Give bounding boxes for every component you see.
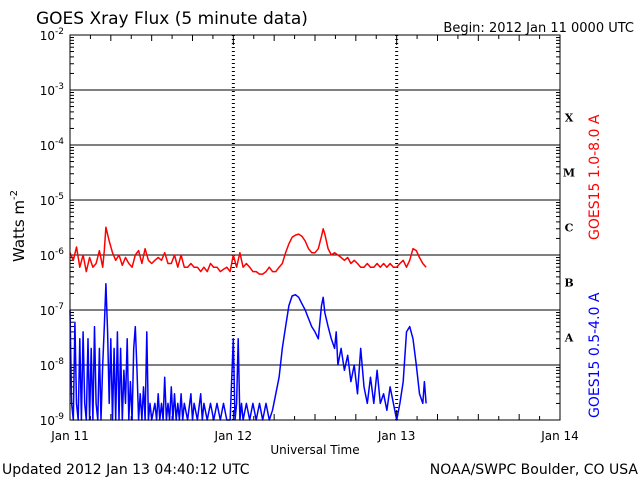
y-tick-label-base: 10: [40, 304, 55, 318]
flare-class-x: X: [565, 112, 574, 125]
updated-timestamp: Updated 2012 Jan 13 04:40:12 UTC: [2, 462, 250, 478]
y-tick-label-base: 10: [40, 359, 55, 373]
y-tick-label-exponent: -6: [55, 247, 64, 257]
y-tick-label-exponent: -9: [55, 412, 64, 422]
y-tick-label: 10-9: [40, 412, 65, 428]
x-tick-label: Jan 12: [214, 429, 253, 443]
flare-class-a: A: [564, 332, 574, 345]
legend-series-long: GOES15 1.0-8.0 A: [587, 114, 603, 240]
y-tick-label-exponent: -3: [55, 82, 64, 92]
y-tick-label-base: 10: [40, 194, 55, 208]
y-tick-label-base: 10: [40, 29, 55, 43]
y-tick-label: 10-6: [40, 247, 65, 263]
y-tick-label: 10-8: [40, 357, 65, 373]
y-tick-label-exponent: -2: [55, 27, 64, 37]
flare-class-m: M: [563, 167, 575, 180]
flare-class-c: C: [565, 222, 574, 235]
legend-series-short: GOES15 0.5-4.0 A: [587, 292, 603, 418]
y-tick-label: 10-5: [40, 192, 64, 208]
credit-text: NOAA/SWPC Boulder, CO USA: [430, 462, 639, 478]
y-tick-label: 10-3: [40, 82, 64, 98]
x-tick-label: Jan 11: [50, 429, 89, 443]
y-tick-label-base: 10: [40, 414, 55, 428]
y-tick-label-exponent: -8: [55, 357, 64, 367]
data-series: [69, 226, 427, 421]
x-tick-labels: Jan 11 Jan 12 Jan 13 Jan 14: [50, 429, 579, 443]
axis-ticks: [69, 34, 561, 421]
y-axis-title: Watts m-2: [9, 190, 28, 262]
y-tick-label: 10-4: [40, 137, 65, 153]
y-tick-label-base: 10: [40, 139, 55, 153]
y-tick-label-exponent: -5: [55, 192, 64, 202]
y-axis-title-exponent: -2: [9, 190, 20, 200]
y-axis-title-main: Watts m: [10, 200, 28, 262]
y-tick-label: 10-2: [40, 27, 64, 43]
flare-class-b: B: [564, 277, 573, 290]
x-tick-label: Jan 14: [540, 429, 579, 443]
x-axis-title: Universal Time: [270, 443, 359, 457]
y-tick-label-base: 10: [40, 249, 55, 263]
series-line-long: [69, 226, 427, 275]
y-tick-label-exponent: -4: [55, 137, 64, 147]
y-tick-label-exponent: -7: [55, 302, 64, 312]
plot-frame: [69, 34, 561, 421]
series-line-short: [69, 283, 427, 421]
grid-lines: [70, 35, 560, 420]
y-tick-labels: 10-910-810-710-610-510-410-310-2: [40, 27, 65, 428]
begin-time-label: Begin: 2012 Jan 11 0000 UTC: [443, 21, 634, 36]
flare-class-labels: X M C B A: [563, 112, 575, 345]
y-tick-label: 10-7: [40, 302, 64, 318]
y-tick-label-base: 10: [40, 84, 55, 98]
chart-title: GOES Xray Flux (5 minute data): [36, 9, 308, 29]
x-tick-label: Jan 13: [377, 429, 416, 443]
